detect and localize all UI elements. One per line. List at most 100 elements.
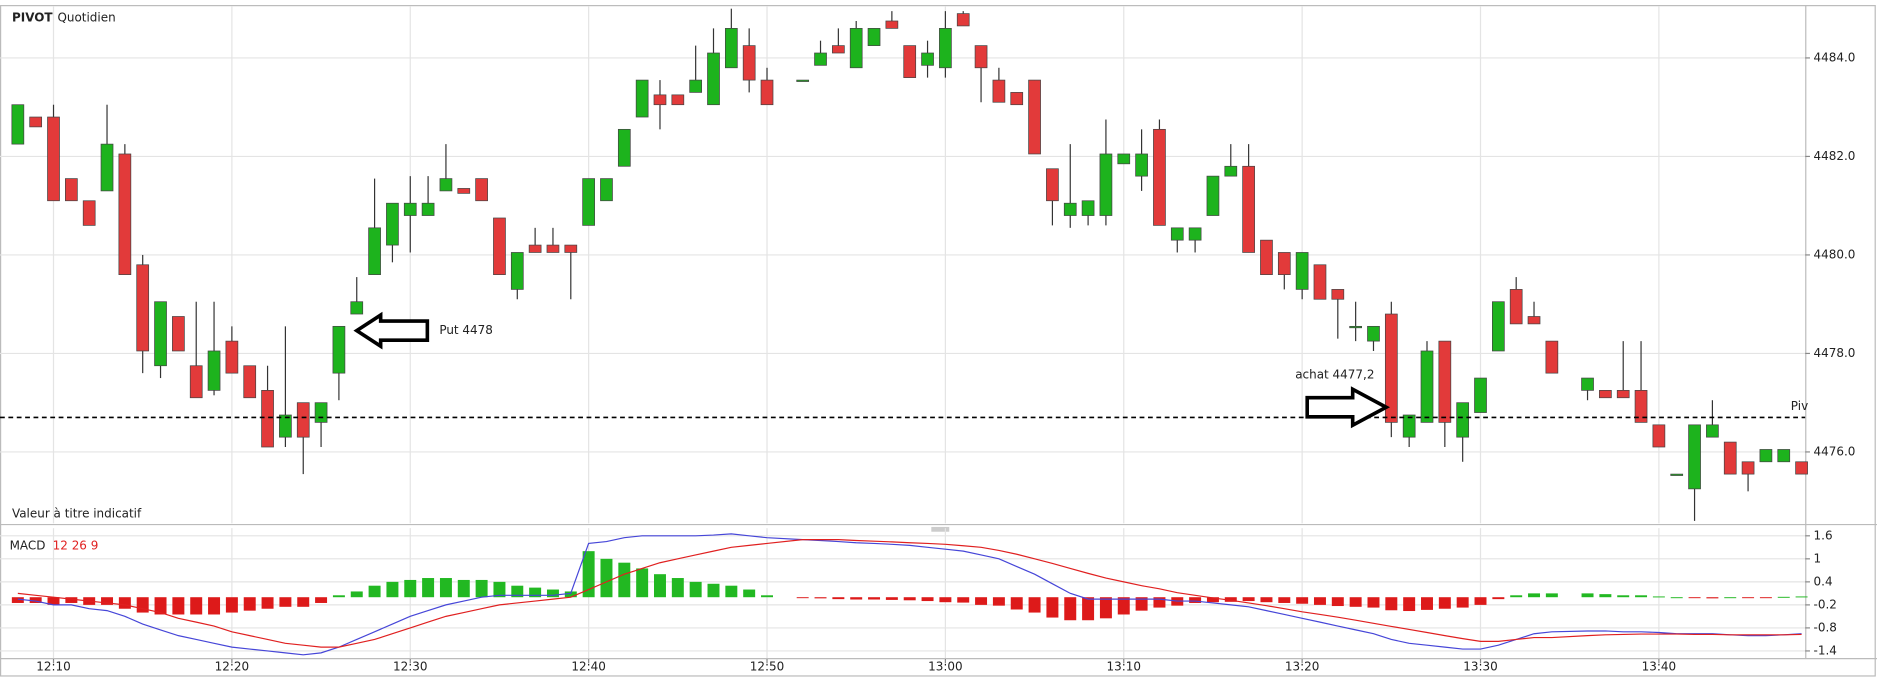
candle-body [136,264,150,352]
candle-body [742,45,756,81]
candle-body [1581,377,1594,391]
histogram-bar [1313,597,1326,605]
y-tick-label: 4482.0 [1814,149,1856,163]
histogram-bar [546,589,559,598]
histogram-bar [796,597,809,599]
candle-body [992,79,1006,103]
resize-handle[interactable] [931,526,950,532]
histogram-bar [1385,597,1398,611]
histogram-bar [101,597,114,605]
histogram-bar [671,578,684,598]
y-tick-label: 4476.0 [1814,444,1856,458]
candle-body [885,20,899,29]
y-tick-label: -0.8 [1814,620,1837,634]
candle-body [1420,350,1434,423]
histogram-bar [1206,597,1219,603]
macd-params: 12 26 9 [53,539,99,553]
candle-body [796,79,810,82]
line [17,539,1802,648]
histogram-bar [1260,597,1273,603]
histogram-bar [1652,596,1665,598]
histogram-bar [172,597,185,615]
candle-body [1509,289,1523,325]
candle-body [1527,316,1541,325]
histogram-bar [707,583,720,598]
x-tick-label: 13:30 [1463,659,1497,673]
histogram-bar [1117,597,1130,615]
histogram-bar [921,597,934,602]
candle-body [1438,340,1452,423]
candle-body [724,28,738,69]
candle-body [1706,424,1719,438]
candle-body [1117,153,1131,165]
histogram-bar [190,597,203,615]
candle-body [332,325,346,374]
histogram-bar [618,562,631,598]
histogram-bar [208,597,221,615]
candle-body [1170,227,1184,241]
histogram-bar [1242,597,1255,602]
candle-body [617,128,631,167]
histogram-bar [903,597,916,601]
candle-body [974,45,988,69]
pivot-label: Piv [1791,399,1808,413]
candle-body [1242,165,1255,253]
chart-title: PIVOT [12,11,53,25]
candle-body [635,79,649,118]
candle-body [1492,301,1505,352]
candle-body [1402,414,1416,438]
grid [0,6,1806,659]
candle-body [82,200,96,226]
candle-body [1081,200,1095,216]
histogram-bar [225,597,238,613]
histogram-bar [1599,594,1612,598]
histogram-bar [493,581,506,598]
y-tick-label: 4480.0 [1814,247,1856,261]
candle-body [1277,252,1291,275]
histogram-bar [475,579,488,598]
histogram-bar [1349,597,1362,607]
x-tick-label: 12:30 [393,659,428,673]
histogram-bar [1688,597,1701,599]
histogram-bar [1724,597,1737,599]
histogram-bar [1046,597,1059,618]
candle-body [1599,390,1612,399]
histogram-bar [29,597,42,603]
candle-body [439,178,453,192]
histogram-bar [1278,597,1291,603]
histogram-bar [439,578,452,598]
candle-body [1349,325,1362,329]
candle-body [1135,153,1148,177]
candle-body [528,244,542,253]
x-tick-label: 13:20 [1285,659,1319,673]
histogram-bar [939,597,952,603]
footnote: Valeur à titre indicatif [12,506,142,520]
histogram-bar [1010,597,1023,610]
histogram-bar [654,574,666,598]
histogram-bar [1581,593,1594,598]
candle-body [314,402,328,423]
histogram-bar [1742,597,1755,599]
candle-body [457,188,471,194]
candle-body [225,340,239,374]
histogram-bar [850,597,863,600]
histogram-bar [725,585,738,598]
candle-body [403,202,417,216]
candle-body [1331,289,1345,300]
histogram-bar [422,578,435,598]
candle-body [1153,128,1166,226]
histogram-bar [636,568,649,598]
y-tick-label: 4478.0 [1814,346,1856,360]
histogram-bar [1545,593,1558,598]
candle-body [1384,313,1398,423]
candle-body [582,178,595,226]
histogram-bar [136,597,149,613]
candle-body [760,79,774,106]
x-tick-label: 12:10 [36,659,71,673]
annotation: Put 4478 [439,323,493,337]
histogram-bar [689,581,702,598]
histogram-bar [885,597,898,600]
candle-body [1634,390,1648,423]
histogram-bar [1135,597,1148,611]
candle-body [118,153,132,275]
